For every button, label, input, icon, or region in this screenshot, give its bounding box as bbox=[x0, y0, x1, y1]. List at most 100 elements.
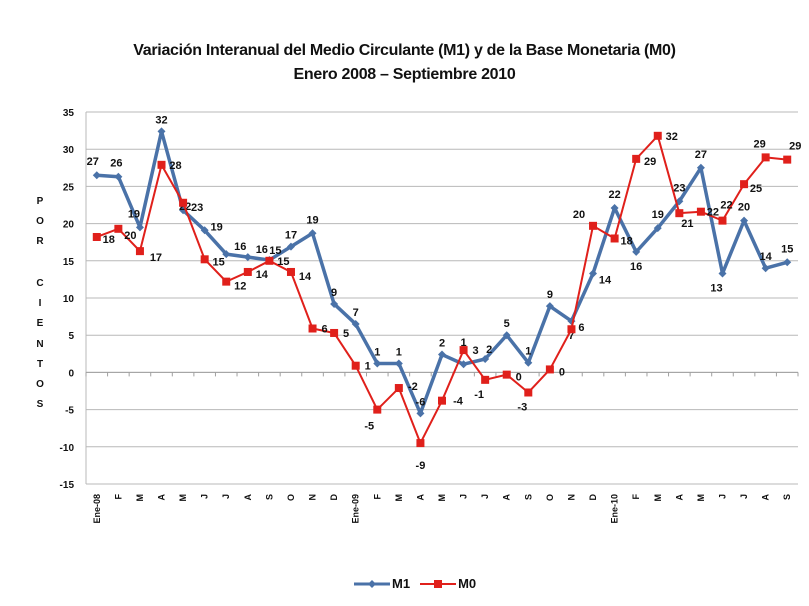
data-point-m0 bbox=[114, 224, 123, 233]
x-tick-label: O bbox=[545, 494, 555, 501]
y-axis-letter: N bbox=[36, 338, 44, 350]
x-tick-label: S bbox=[782, 494, 792, 500]
x-tick-label: Ene-10 bbox=[610, 494, 620, 524]
data-label-m0: 21 bbox=[681, 218, 693, 230]
y-axis-letter: I bbox=[38, 298, 42, 310]
x-tick-label: F bbox=[113, 494, 123, 500]
data-label-m1: 20 bbox=[738, 202, 750, 214]
x-tick-label: M bbox=[696, 494, 706, 502]
series-line-m1 bbox=[96, 129, 788, 416]
data-label-m1: 27 bbox=[87, 156, 99, 168]
y-tick-label: -5 bbox=[65, 406, 74, 417]
data-label-m1: 2 bbox=[439, 338, 445, 350]
data-label-m0: 12 bbox=[234, 281, 246, 293]
data-label-m0: 3 bbox=[473, 345, 479, 357]
x-tick-label: Ene-09 bbox=[351, 494, 361, 524]
data-point-m0 bbox=[179, 198, 188, 207]
data-label-m1: 7 bbox=[353, 307, 359, 319]
x-tick-label: O bbox=[286, 494, 296, 501]
data-label-m0: 18 bbox=[103, 234, 115, 246]
data-point-m0 bbox=[243, 267, 252, 276]
data-point-m0 bbox=[740, 180, 749, 189]
data-point-m1 bbox=[416, 409, 425, 418]
data-label-m1: 15 bbox=[269, 245, 281, 257]
data-point-m1 bbox=[524, 358, 533, 367]
data-point-m1 bbox=[502, 331, 511, 340]
y-axis-letter: S bbox=[36, 399, 44, 411]
legend-item-m0: M0 bbox=[420, 576, 476, 591]
data-point-m0 bbox=[416, 439, 425, 448]
data-point-m1 bbox=[351, 320, 360, 329]
x-tick-label: F bbox=[631, 494, 641, 500]
y-tick-label: 35 bbox=[63, 108, 75, 119]
data-point-m1 bbox=[135, 223, 144, 232]
data-point-m1 bbox=[589, 269, 598, 278]
data-point-m0 bbox=[157, 160, 166, 169]
data-label-m1: 23 bbox=[673, 182, 685, 194]
data-point-m1 bbox=[200, 226, 209, 235]
data-label-m1: 1 bbox=[374, 346, 380, 358]
x-tick-label: M bbox=[135, 494, 145, 502]
data-label-m1: 7 bbox=[568, 330, 574, 342]
legend: M1 M0 bbox=[354, 576, 486, 591]
data-point-m0 bbox=[286, 267, 295, 276]
data-point-m0 bbox=[222, 277, 231, 286]
data-label-m1: 13 bbox=[710, 282, 722, 294]
data-point-m0 bbox=[545, 365, 554, 374]
data-label-m0: 17 bbox=[150, 252, 162, 264]
y-axis-letter: O bbox=[36, 216, 44, 228]
x-tick-label: N bbox=[308, 494, 318, 501]
x-tick-label: D bbox=[329, 494, 339, 501]
data-label-m1: 19 bbox=[128, 208, 140, 220]
data-label-m1: 19 bbox=[652, 209, 664, 221]
data-label-m0: 25 bbox=[750, 183, 762, 195]
x-tick-label: A bbox=[761, 494, 771, 501]
data-label-m0: 32 bbox=[666, 131, 678, 143]
data-point-m1 bbox=[632, 247, 641, 256]
data-point-m0 bbox=[783, 155, 792, 164]
data-point-m0 bbox=[653, 131, 662, 140]
data-point-m1 bbox=[783, 258, 792, 267]
legend-swatch-m1 bbox=[354, 579, 390, 588]
chart-title: Variación Interanual del Medio Circulant… bbox=[133, 42, 676, 59]
data-point-m0 bbox=[502, 370, 511, 379]
data-label-m1: 16 bbox=[630, 261, 642, 273]
x-tick-label: D bbox=[588, 494, 598, 501]
data-label-m0: 0 bbox=[516, 372, 522, 384]
y-tick-label: 30 bbox=[63, 145, 75, 156]
data-label-m0: -4 bbox=[453, 396, 464, 408]
data-point-m0 bbox=[394, 384, 403, 393]
y-axis-letter: T bbox=[36, 358, 44, 370]
data-point-m0 bbox=[200, 255, 209, 264]
x-tick-label: A bbox=[502, 494, 512, 501]
y-axis-label-part1: P O R bbox=[33, 192, 47, 253]
data-label-m0: -1 bbox=[474, 389, 484, 401]
data-point-m1 bbox=[92, 171, 101, 180]
data-label-m0: -3 bbox=[517, 401, 527, 413]
x-tick-label: J bbox=[459, 494, 469, 499]
data-point-m1 bbox=[438, 350, 446, 359]
data-label-m1: 1 bbox=[461, 337, 467, 349]
data-point-m1 bbox=[481, 355, 490, 364]
data-point-m1 bbox=[394, 359, 403, 368]
data-label-m0: 20 bbox=[124, 230, 136, 242]
data-label-m0: 15 bbox=[213, 256, 225, 268]
data-label-m1: 16 bbox=[234, 241, 246, 253]
legend-label-m1: M1 bbox=[392, 576, 411, 591]
data-label-m1: 17 bbox=[285, 230, 297, 242]
data-label-m1: 5 bbox=[504, 318, 510, 330]
data-label-m1: 14 bbox=[599, 274, 612, 286]
legend-swatch-m0 bbox=[420, 579, 457, 588]
data-label-m0: 6 bbox=[578, 322, 584, 334]
y-tick-label: 0 bbox=[68, 368, 74, 379]
data-label-m1: -6 bbox=[416, 396, 426, 408]
data-point-m0 bbox=[675, 209, 684, 218]
data-label-m1: 16 bbox=[256, 244, 268, 256]
legend-label-m0: M0 bbox=[458, 576, 477, 591]
data-label-m0: 14 bbox=[256, 269, 269, 281]
data-point-m0 bbox=[330, 328, 339, 337]
x-tick-label: J bbox=[739, 494, 749, 499]
data-label-m1: 14 bbox=[760, 251, 773, 263]
data-point-m1 bbox=[653, 224, 662, 233]
